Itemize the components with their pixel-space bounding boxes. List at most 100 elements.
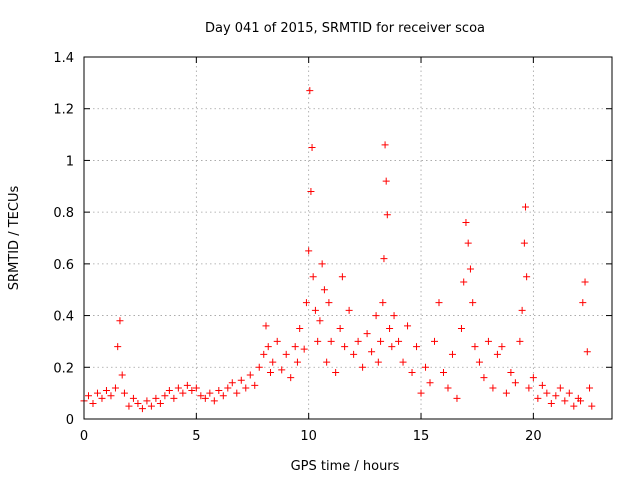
data-point [493, 350, 501, 358]
data-point [323, 358, 331, 366]
y-tick-label: 1.2 [53, 103, 74, 118]
data-point [538, 381, 546, 389]
data-point [480, 374, 488, 382]
data-point [525, 384, 533, 392]
data-point [192, 384, 200, 392]
data-point [350, 350, 358, 358]
data-point [484, 337, 492, 345]
data-point [306, 87, 314, 95]
data-point [460, 278, 468, 286]
data-point [325, 299, 333, 307]
data-point [308, 144, 316, 151]
y-tick-label: 0.2 [53, 361, 74, 376]
data-point [388, 343, 396, 351]
data-point [302, 299, 310, 307]
data-point [489, 384, 497, 392]
data-point [399, 358, 407, 366]
data-point [201, 394, 209, 402]
data-point [266, 368, 274, 376]
data-point [588, 402, 596, 410]
data-point [309, 273, 317, 281]
data-point [93, 389, 101, 397]
data-point [374, 358, 382, 366]
data-point [307, 187, 315, 195]
data-point [380, 255, 388, 263]
data-point [278, 366, 286, 374]
data-point [125, 402, 133, 410]
data-point [363, 330, 371, 338]
data-point [332, 368, 340, 376]
data-point [341, 343, 349, 351]
x-tick-label: 20 [525, 429, 542, 444]
data-point [161, 392, 169, 400]
data-points [80, 87, 596, 413]
y-tick-label: 0.8 [53, 206, 74, 221]
data-point [269, 358, 277, 366]
data-point [170, 394, 178, 402]
data-point [89, 399, 97, 407]
data-point [381, 141, 389, 149]
plot-frame [83, 56, 613, 420]
y-axis-label: SRMTID / TECUs [7, 186, 22, 291]
data-point [134, 399, 142, 407]
data-point [382, 177, 390, 185]
data-point [152, 394, 160, 402]
data-point [408, 368, 416, 376]
data-point [426, 379, 434, 387]
data-point [552, 392, 560, 400]
data-point [377, 337, 385, 345]
data-point [165, 387, 173, 395]
data-point [475, 358, 483, 366]
data-point [316, 317, 324, 325]
data-point [498, 343, 506, 351]
x-axis-label: GPS time / hours [291, 459, 400, 474]
data-point [404, 322, 412, 330]
data-point [174, 384, 182, 392]
data-point [228, 379, 236, 387]
data-point [581, 278, 589, 286]
data-point [111, 384, 119, 392]
data-point [318, 260, 326, 268]
data-point [464, 239, 472, 247]
data-point [435, 299, 443, 307]
data-point [305, 247, 313, 255]
data-point [293, 358, 301, 366]
data-point [511, 379, 519, 387]
data-point [502, 389, 510, 397]
x-tick-label: 0 [80, 429, 88, 444]
data-point [237, 376, 245, 384]
data-point [291, 343, 299, 351]
data-point [345, 306, 353, 314]
data-point [251, 381, 259, 389]
data-point [98, 394, 106, 402]
data-point [520, 239, 528, 247]
grid-lines [84, 57, 612, 419]
data-point [336, 325, 344, 332]
y-tick-label: 0.4 [53, 310, 74, 325]
data-point [466, 265, 474, 273]
data-point [372, 312, 380, 320]
data-point [188, 387, 196, 395]
data-point [354, 337, 362, 345]
data-point [138, 405, 146, 413]
data-point [206, 389, 214, 397]
data-point [556, 384, 564, 392]
y-tick-label: 1.4 [53, 51, 74, 66]
data-point [120, 389, 128, 397]
x-tick-label: 5 [192, 429, 200, 444]
data-point [583, 348, 591, 356]
data-point [521, 203, 529, 211]
data-point [224, 384, 232, 392]
data-point [102, 387, 110, 395]
data-point [242, 384, 250, 392]
data-point [507, 368, 515, 376]
data-point [529, 374, 537, 382]
data-point [264, 343, 272, 351]
data-point [383, 211, 391, 219]
y-tick-label: 0 [66, 413, 74, 428]
data-point [431, 337, 439, 345]
data-point [300, 345, 308, 353]
data-point [577, 397, 585, 405]
data-point [327, 337, 335, 345]
data-point [543, 389, 551, 397]
